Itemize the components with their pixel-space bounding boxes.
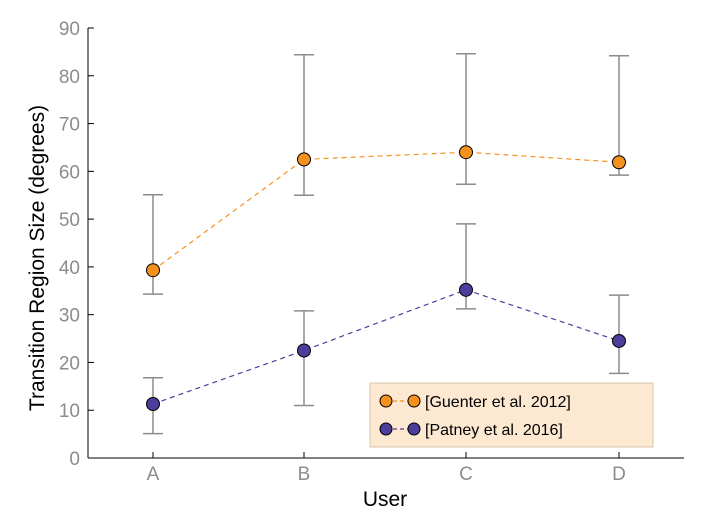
x-tick-label: D bbox=[612, 464, 626, 485]
ticks: 0 10 20 30 40 50 60 70 80 90 A B C D bbox=[59, 19, 626, 485]
data-point bbox=[146, 397, 160, 412]
y-tick-label: 40 bbox=[59, 258, 80, 279]
legend-label: [Guenter et al. 2012] bbox=[425, 394, 571, 411]
legend-box bbox=[369, 382, 654, 448]
legend-marker bbox=[379, 422, 393, 436]
legend-entry-patney: [Patney et al. 2016] bbox=[379, 422, 563, 439]
data-point bbox=[146, 263, 160, 278]
series-line bbox=[152, 289, 620, 405]
axes bbox=[87, 28, 684, 459]
legend: [Guenter et al. 2012] [Patney et al. 201… bbox=[369, 382, 654, 448]
data-point bbox=[612, 155, 626, 170]
data-point bbox=[459, 145, 473, 160]
y-tick-label: 30 bbox=[59, 306, 80, 327]
error-bars bbox=[143, 53, 629, 435]
x-tick-label: C bbox=[459, 464, 473, 485]
y-tick-label: 10 bbox=[59, 401, 80, 422]
data-point bbox=[612, 333, 626, 348]
y-tick-label: 0 bbox=[69, 449, 80, 470]
y-tick-label: 60 bbox=[59, 162, 80, 183]
x-tick-label: B bbox=[298, 464, 311, 485]
y-tick-label: 80 bbox=[59, 67, 80, 88]
y-tick-label: 20 bbox=[59, 353, 80, 374]
legend-marker bbox=[407, 394, 421, 408]
y-tick-label: 70 bbox=[59, 115, 80, 136]
y-tick-label: 90 bbox=[59, 19, 80, 40]
legend-marker bbox=[407, 422, 421, 436]
y-tick-label: 50 bbox=[59, 210, 80, 231]
x-tick-label: A bbox=[147, 464, 160, 485]
legend-marker bbox=[379, 394, 393, 408]
y-axis-label: Transition Region Size (degrees) bbox=[26, 105, 49, 411]
series-lines bbox=[152, 151, 620, 405]
series-line bbox=[152, 151, 620, 271]
data-point bbox=[459, 282, 473, 297]
x-axis-label: User bbox=[363, 488, 407, 511]
data-point bbox=[297, 343, 311, 358]
legend-label: [Patney et al. 2016] bbox=[425, 422, 563, 439]
data-points bbox=[146, 145, 626, 412]
legend-entry-guenter: [Guenter et al. 2012] bbox=[379, 394, 571, 411]
data-point bbox=[297, 152, 311, 167]
